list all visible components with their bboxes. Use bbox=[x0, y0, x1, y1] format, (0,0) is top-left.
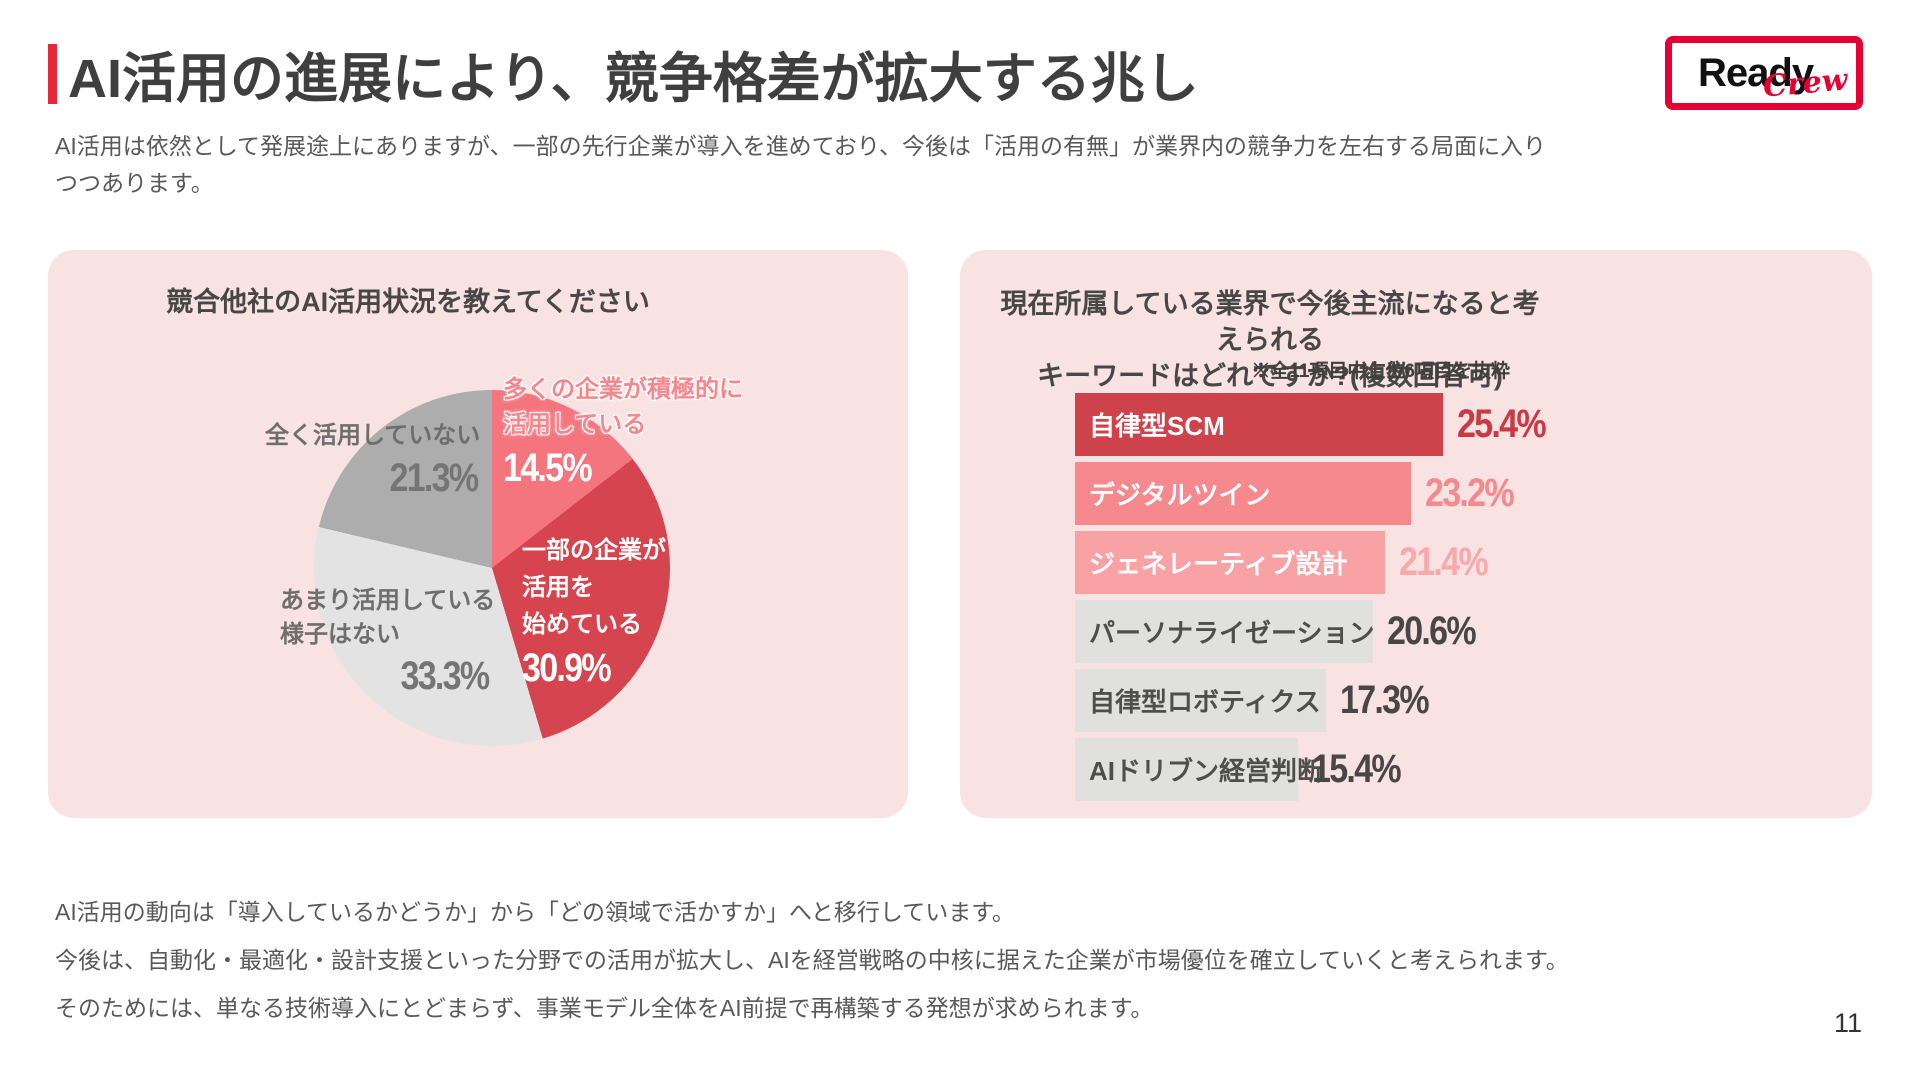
bar: 自律型SCM bbox=[1075, 393, 1443, 456]
bar-value: 25.4% bbox=[1457, 402, 1547, 446]
footer-line: そのためには、単なる技術導入にとどまらず、事業モデル全体をAI前提で再構築する発… bbox=[55, 995, 1154, 1021]
pie-label-line: 全く活用していない bbox=[265, 422, 481, 449]
bar-value: 21.4% bbox=[1399, 540, 1489, 584]
bar-value: 20.6% bbox=[1387, 609, 1477, 653]
pie-value: 33.3% bbox=[400, 654, 490, 698]
bar-value: 23.2% bbox=[1425, 471, 1515, 515]
pie-label-line: 活用を bbox=[522, 574, 594, 601]
pie-label-no-use: 全く活用していない 21.3% bbox=[265, 418, 481, 501]
bar: AIドリブン経営判断 bbox=[1075, 738, 1323, 801]
pie-label-little-use: あまり活用している 様子はない 33.3% bbox=[280, 584, 496, 699]
footer-text: AI活用の動向は「導入しているかどうか」から「どの領域で活かすか」へと移行してい… bbox=[55, 888, 1569, 1032]
bar-row: ジェネレーティブ設計 21.4% bbox=[1075, 531, 1560, 594]
bar-label: 自律型ロボティクス bbox=[1089, 687, 1321, 717]
pie-chart-title: 競合他社のAI活用状況を教えてください bbox=[166, 287, 650, 317]
pie-value: 21.3% bbox=[389, 456, 479, 500]
bar-label: 自律型SCM bbox=[1089, 411, 1225, 441]
logo-ready-text: Ready bbox=[1698, 51, 1814, 95]
bar-chart-panel: 現在所属している業界で今後主流になると考えられる キーワードはどれですか?(複数… bbox=[960, 250, 1872, 818]
bar-row: 自律型SCM 25.4% bbox=[1075, 393, 1560, 456]
pie-label-line: あまり活用している bbox=[280, 587, 496, 614]
pie-label-started-use: 一部の企業が 活用を 始めている 30.9% bbox=[522, 532, 666, 691]
pie-value: 30.9% bbox=[522, 646, 612, 690]
pie-label-line: 多くの企業が積極的に bbox=[503, 376, 743, 403]
bar: 自律型ロボティクス bbox=[1075, 669, 1326, 732]
intro-paragraph: AI活用は依然として発展途上にありますが、一部の先行企業が導入を進めており、今後… bbox=[55, 133, 1546, 196]
pie-label-active-use: 多くの企業が積極的に 活用している 14.5% bbox=[503, 372, 743, 491]
pie bbox=[314, 390, 670, 746]
footer-line: AI活用の動向は「導入しているかどうか」から「どの領域で活かすか」へと移行してい… bbox=[55, 899, 1015, 925]
logo-crew-text: Crew bbox=[1762, 62, 1850, 105]
bar-label: デジタルツイン bbox=[1089, 480, 1271, 510]
bar: ジェネレーティブ設計 bbox=[1075, 531, 1385, 594]
bar: デジタルツイン bbox=[1075, 462, 1411, 525]
bar-row: 自律型ロボティクス 17.3% bbox=[1075, 669, 1560, 732]
bar-label: AIドリブン経営判断 bbox=[1089, 756, 1324, 786]
bar-row: パーソナライゼーション 20.6% bbox=[1075, 600, 1560, 663]
bar-row: デジタルツイン 23.2% bbox=[1075, 462, 1560, 525]
bar-chart-title-line: キーワードはどれですか?(複数回答可) bbox=[1037, 361, 1503, 391]
pie-label-line: 様子はない bbox=[280, 621, 400, 648]
bar-row: AIドリブン経営判断 15.4% bbox=[1075, 738, 1560, 801]
pie-label-line: 始めている bbox=[522, 611, 642, 638]
bar-value: 17.3% bbox=[1340, 678, 1430, 722]
bar-chart-rows: 自律型SCM 25.4% デジタルツイン 23.2% ジェネレーティブ設計 21.4% パー… bbox=[1075, 393, 1560, 801]
bar-label: ジェネレーティブ設計 bbox=[1089, 549, 1348, 579]
page-title: AI活用の進展により、競争格差が拡大する兆し bbox=[68, 49, 1199, 109]
pie-label-line: 活用している bbox=[503, 411, 647, 438]
pie-value: 14.5% bbox=[503, 446, 593, 490]
pie-label-line: 一部の企業が bbox=[522, 537, 666, 564]
bar-chart-title-line: 現在所属している業界で今後主流になると考えられる bbox=[1000, 289, 1540, 355]
bar-chart-note: ※全11項目中上位6項目を抜粋 bbox=[1251, 361, 1510, 382]
bar-label: パーソナライゼーション bbox=[1089, 618, 1375, 648]
bar: パーソナライゼーション bbox=[1075, 600, 1375, 663]
title-accent-bar bbox=[48, 44, 57, 104]
page-number: 11 bbox=[1833, 1008, 1862, 1038]
bar-value: 15.4% bbox=[1312, 747, 1402, 791]
logo: Ready Crew bbox=[1665, 36, 1863, 110]
bar-chart-title: 現在所属している業界で今後主流になると考えられる キーワードはどれですか?(複数… bbox=[990, 286, 1550, 394]
pie-chart-panel: 競合他社のAI活用状況を教えてください 多くの企業が積極的に 活用している 14… bbox=[48, 250, 908, 818]
footer-line: 今後は、自動化・最適化・設計支援といった分野での活用が拡大し、AIを経営戦略の中… bbox=[55, 947, 1569, 973]
